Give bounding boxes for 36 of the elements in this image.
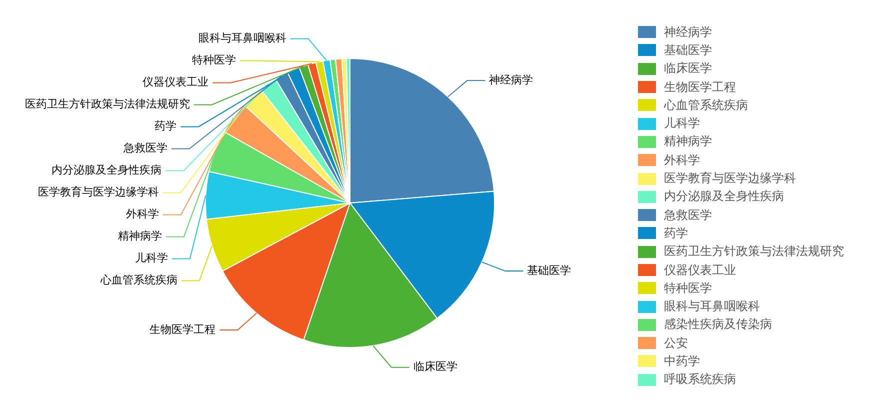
legend-label: 呼吸系统疾病 bbox=[664, 371, 736, 388]
legend-label: 临床医学 bbox=[664, 60, 712, 78]
legend-label: 精神病学 bbox=[664, 133, 712, 150]
legend-label: 眼科与耳鼻咽喉科 bbox=[664, 298, 760, 316]
legend-label: 急救医学 bbox=[664, 206, 712, 224]
slice-label: 急救医学 bbox=[122, 142, 168, 155]
legend-label: 医学教育与医学边缘学科 bbox=[664, 170, 796, 188]
slice-label: 精神病学 bbox=[118, 230, 162, 243]
slice-label: 心血管系统疾病 bbox=[99, 274, 178, 287]
slice-label: 眼科与耳鼻咽喉科 bbox=[198, 32, 286, 45]
legend-label: 生物医学工程 bbox=[664, 78, 736, 96]
slice-label: 基础医学 bbox=[527, 264, 572, 277]
legend-label: 内分泌腺及全身性疾病 bbox=[664, 188, 784, 206]
slice-label: 特种医学 bbox=[192, 54, 236, 67]
legend-label: 药学 bbox=[664, 224, 688, 242]
slice-label: 医学教育与医学边缘学科 bbox=[38, 186, 159, 199]
legend-label: 神经病学 bbox=[664, 24, 712, 41]
slice-label: 神经病学 bbox=[489, 73, 534, 86]
legend-label: 特种医学 bbox=[664, 280, 712, 297]
legend-label: 基础医学 bbox=[664, 42, 712, 59]
slice-label: 药学 bbox=[154, 120, 177, 133]
legend-label: 外科学 bbox=[664, 152, 700, 169]
legend-label: 公安 bbox=[664, 334, 688, 352]
legend-label: 感染性疾病及传染病 bbox=[664, 316, 772, 334]
slice-label: 生物医学工程 bbox=[150, 322, 216, 336]
legend-label: 儿科学 bbox=[664, 115, 700, 132]
slice-label: 儿科学 bbox=[134, 252, 168, 265]
slice-label: 内分泌腺及全身性疾病 bbox=[52, 164, 162, 177]
slice-label: 临床医学 bbox=[413, 360, 458, 374]
slice-label: 仪器仪表工业 bbox=[142, 76, 209, 89]
slice-label: 医药卫生方针政策与法律法规研究 bbox=[24, 98, 190, 111]
legend-label: 医药卫生方针政策与法律法规研究 bbox=[664, 243, 844, 260]
legend-label: 仪器仪表工业 bbox=[664, 262, 736, 278]
slice-label: 外科学 bbox=[126, 208, 159, 221]
legend-label: 心血管系统疾病 bbox=[664, 96, 748, 114]
legend-label: 中药学 bbox=[664, 352, 700, 370]
